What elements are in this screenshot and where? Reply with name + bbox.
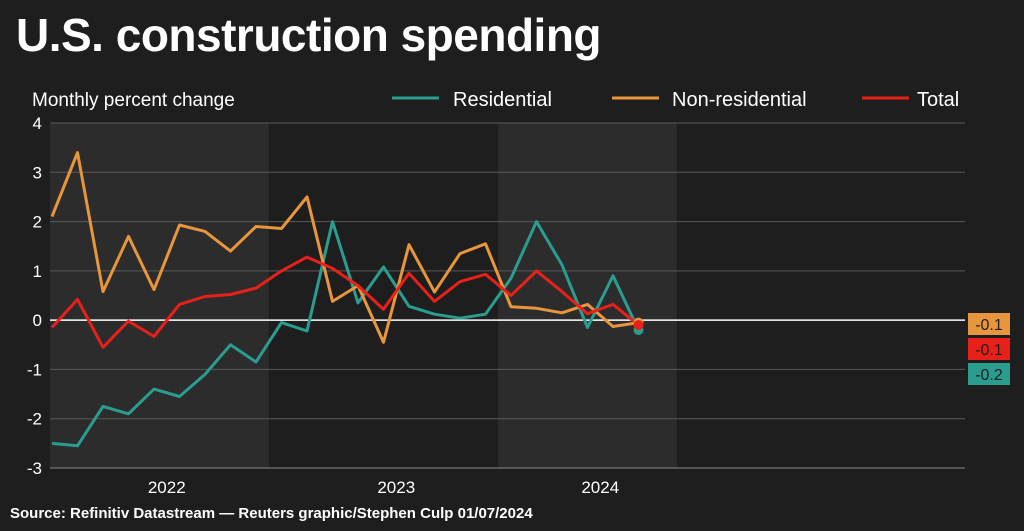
series-line-residential xyxy=(51,220,640,448)
end-point-total xyxy=(633,320,644,331)
source-note: Source: Refinitiv Datastream — Reuters g… xyxy=(10,505,533,522)
end-label-residential: -0.2 xyxy=(975,367,1003,384)
end-label-total-box xyxy=(968,338,1010,360)
y-tick-label: 4 xyxy=(33,114,42,133)
y-tick-label: -2 xyxy=(27,410,42,429)
x-tick-label: 2023 xyxy=(377,478,415,497)
chart-title: U.S. construction spending xyxy=(16,9,602,61)
series-line-non-residential xyxy=(50,151,639,344)
y-tick-label: -1 xyxy=(27,360,42,379)
y-axis-label: Monthly percent change xyxy=(32,90,235,111)
end-label-non-residential-box xyxy=(968,313,1010,335)
y-tick-label: 2 xyxy=(33,213,42,232)
y-tick-label: -3 xyxy=(27,459,42,478)
y-tick-label: 0 xyxy=(33,311,42,330)
y-tick-label: 1 xyxy=(33,262,42,281)
legend-label-non-residential: Non-residential xyxy=(672,89,807,111)
x-tick-label: 2022 xyxy=(148,478,186,497)
x-tick-label: 2024 xyxy=(581,478,619,497)
end-label-total: -0.1 xyxy=(975,342,1003,359)
y-tick-label: 3 xyxy=(33,163,42,182)
legend-label-total: Total xyxy=(917,89,959,111)
end-label-residential-box xyxy=(968,363,1010,385)
series-line-total xyxy=(50,255,640,349)
end-label-non-residential: -0.1 xyxy=(975,317,1003,334)
legend-label-residential: Residential xyxy=(453,89,552,111)
shaded-period-1 xyxy=(498,123,677,468)
